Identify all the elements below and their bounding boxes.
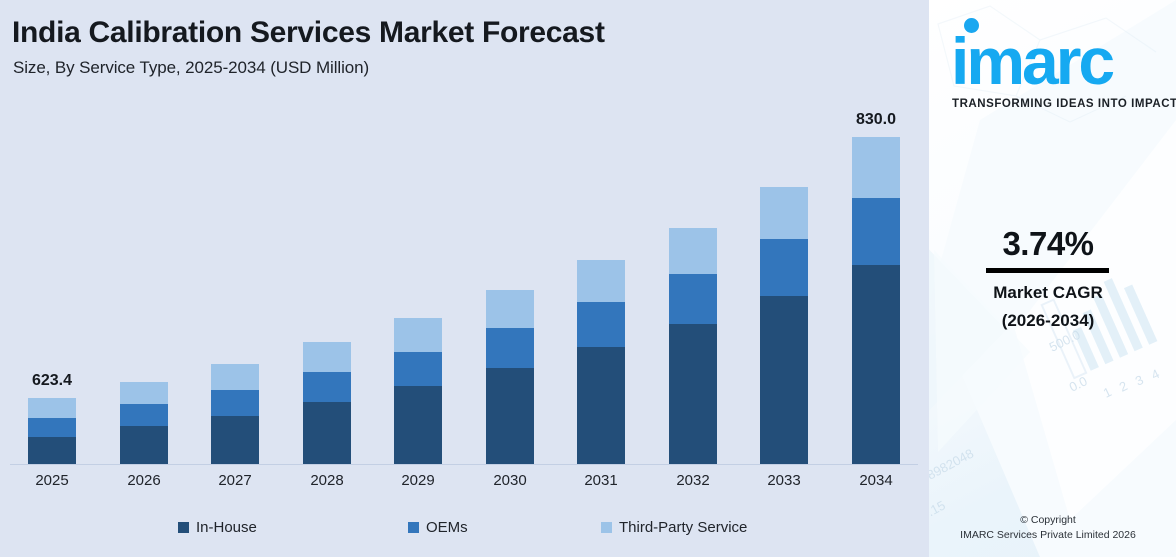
bar-value-label-2025: 623.4 [31,372,73,389]
chart-panel: India Calibration Services Market Foreca… [0,16,920,545]
bar-2034[interactable]: 830.0 [852,111,900,464]
x-axis-tick-2031: 2031 [584,472,618,489]
bar-2025[interactable]: 623.4 [28,372,76,464]
decorative-background-art: 500.0 0.0 1 2 3 4 8982048 0.15 [920,0,1176,557]
legend-label: Third-Party Service [619,519,748,536]
bar-segment-oems[interactable] [120,404,168,426]
cagr-value: 3.74% [1002,225,1094,262]
page-title: India Calibration Services Market Foreca… [12,16,605,49]
bar-segment-in-house[interactable] [28,437,76,464]
legend-item-in-house[interactable]: In-House [178,519,257,536]
x-axis-tick-2026: 2026 [127,472,161,489]
bar-segment-third-party-service[interactable] [394,318,442,352]
bar-segment-oems[interactable] [852,198,900,265]
logo-tagline: TRANSFORMING IDEAS INTO IMPACT [952,98,1176,110]
page-subtitle: Size, By Service Type, 2025-2034 (USD Mi… [13,58,370,77]
bar-segment-third-party-service[interactable] [28,398,76,418]
svg-text:8982048: 8982048 [924,446,976,483]
legend-label: OEMs [426,519,468,536]
cagr-label: Market CAGR [993,283,1103,302]
bar-segment-third-party-service[interactable] [120,382,168,404]
legend-item-oems[interactable]: OEMs [408,519,468,536]
bar-2030[interactable] [486,290,534,464]
legend-swatch-icon [178,522,189,533]
bar-segment-third-party-service[interactable] [669,228,717,274]
bar-segment-oems[interactable] [303,372,351,402]
brand-panel: 500.0 0.0 1 2 3 4 8982048 0.15 imarc TRA… [920,0,1176,557]
bar-segment-third-party-service[interactable] [303,342,351,372]
bar-2032[interactable] [669,228,717,464]
legend-item-third-party-service[interactable]: Third-Party Service [601,519,747,536]
imarc-logo: imarc TRANSFORMING IDEAS INTO IMPACT [934,10,1176,110]
bar-segment-oems[interactable] [486,328,534,368]
bar-segment-oems[interactable] [394,352,442,386]
bar-value-label-2034: 830.0 [855,111,897,128]
x-axis-tick-2033: 2033 [767,472,801,489]
legend-swatch-icon [408,522,419,533]
x-axis-tick-2027: 2027 [218,472,252,489]
copyright-line-2: IMARC Services Private Limited 2026 [960,529,1136,541]
x-axis-tick-2028: 2028 [310,472,344,489]
bar-segment-in-house[interactable] [669,324,717,464]
bar-segment-oems[interactable] [211,390,259,416]
bar-segment-third-party-service[interactable] [211,364,259,390]
legend-swatch-icon [601,522,612,533]
x-axis-tick-2034: 2034 [859,472,893,489]
logo-wordmark: imarc [951,24,1115,98]
x-axis-tick-2029: 2029 [401,472,435,489]
bar-segment-oems[interactable] [28,418,76,437]
bar-2029[interactable] [394,318,442,464]
x-axis-tick-2030: 2030 [493,472,527,489]
cagr-divider [986,268,1109,273]
chart-legend: In-House OEMs Third-Party Service [0,519,920,545]
bar-segment-third-party-service[interactable] [486,290,534,328]
logo-dot-icon [964,18,979,33]
panel-left-edge [920,0,929,557]
bar-2033[interactable] [760,187,808,464]
x-axis-line [10,464,918,465]
x-axis-tick-2032: 2032 [676,472,710,489]
bar-2026[interactable] [120,382,168,464]
bar-2031[interactable] [577,260,625,464]
bar-segment-in-house[interactable] [486,368,534,464]
x-axis-tick-2025: 2025 [35,472,69,489]
bar-segment-oems[interactable] [577,302,625,347]
copyright-line-1: © Copyright [1020,514,1076,526]
bar-segment-in-house[interactable] [577,347,625,464]
bar-segment-in-house[interactable] [211,416,259,464]
bar-segment-in-house[interactable] [120,426,168,464]
bar-segment-in-house[interactable] [394,386,442,464]
bar-segment-in-house[interactable] [303,402,351,464]
svg-text:0.0: 0.0 [1067,373,1090,394]
bar-segment-in-house[interactable] [760,296,808,464]
bar-2027[interactable] [211,364,259,464]
legend-label: In-House [196,519,257,536]
bar-segment-oems[interactable] [760,239,808,296]
cagr-period: (2026-2034) [1001,311,1095,330]
bar-segment-in-house[interactable] [852,265,900,464]
bar-segment-third-party-service[interactable] [760,187,808,239]
bar-segment-third-party-service[interactable] [577,260,625,302]
bar-2028[interactable] [303,342,351,464]
bar-segment-third-party-service[interactable] [852,137,900,198]
bar-segment-oems[interactable] [669,274,717,324]
